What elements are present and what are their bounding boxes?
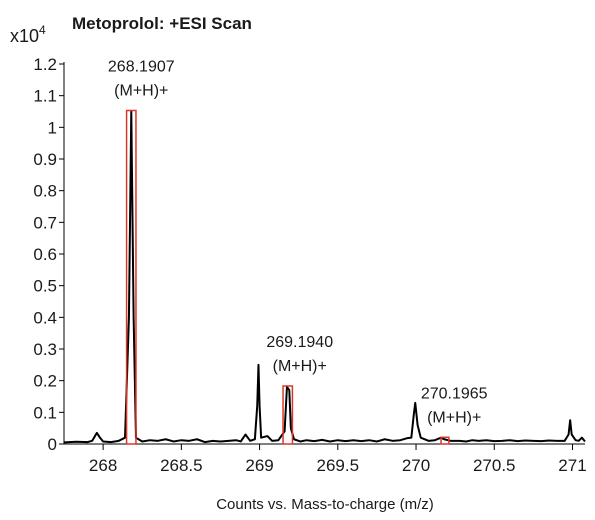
y-tick-label: 0.4 — [33, 308, 57, 327]
y-tick-label: 0.1 — [33, 403, 57, 422]
y-tick-label: 0 — [48, 435, 57, 454]
y-tick-label: 0.2 — [33, 372, 57, 391]
x-tick-label: 270.5 — [473, 456, 516, 475]
axes: 0 0.1 0.2 0.3 0.4 0.5 0.6 0.7 0.8 0.9 1 1.1 1.2 268 26… — [33, 55, 586, 475]
y-tick-label: 0.6 — [33, 245, 57, 264]
peak-ion-label: (M+H)+ — [273, 358, 327, 375]
y-multiplier-exponent: 4 — [39, 23, 46, 37]
y-tick-label: 0.3 — [33, 340, 57, 359]
spectrum-line — [63, 110, 586, 444]
y-tick-label: 0.8 — [33, 182, 57, 201]
peak-highlight-box — [125, 109, 137, 445]
peak-highlight-box — [282, 385, 294, 445]
peak-ion-label: (M+H)+ — [114, 83, 168, 100]
y-tick-label: 1.1 — [33, 87, 57, 106]
peak-ion-label: (M+H)+ — [427, 409, 481, 426]
peak-annotations: 268.1907 (M+H)+ 269.1940 (M+H)+ 270.1965 (M+H… — [108, 59, 488, 427]
x-tick-label: 269 — [245, 456, 273, 475]
x-tick-label: 268.5 — [160, 456, 203, 475]
y-multiplier: x104 — [10, 23, 46, 46]
x-tick-label: 271 — [558, 456, 586, 475]
peak-highlight-box — [440, 436, 450, 445]
x-axis-label: Counts vs. Mass-to-charge (m/z) — [216, 496, 434, 513]
y-tick-label: 0.7 — [33, 213, 57, 232]
highlight-boxes — [125, 109, 450, 445]
y-tick-label: 0.5 — [33, 277, 57, 296]
y-tick-label: 1.2 — [33, 55, 57, 74]
peak-mz-label: 270.1965 — [421, 385, 488, 402]
peak-mz-label: 269.1940 — [266, 334, 333, 351]
peak-mz-label: 268.1907 — [108, 59, 175, 76]
x-tick-label: 268 — [89, 456, 117, 475]
y-tick-label: 1 — [48, 118, 57, 137]
y-tick-label: 0.9 — [33, 150, 57, 169]
chart-title: Metoprolol: +ESI Scan — [72, 14, 252, 33]
x-tick-label: 269.5 — [317, 456, 360, 475]
spectrum-series — [63, 110, 586, 444]
x-tick-label: 270 — [402, 456, 430, 475]
